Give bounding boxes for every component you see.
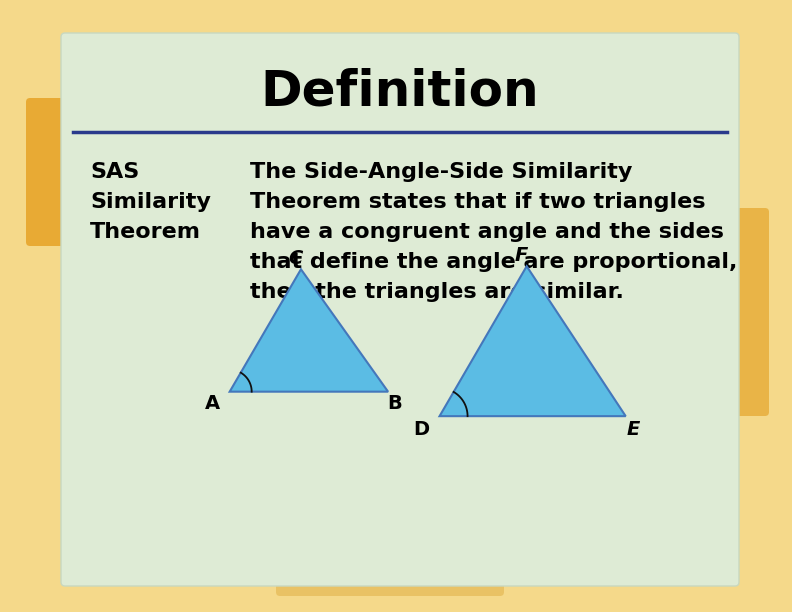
- Text: Theorem states that if two triangles: Theorem states that if two triangles: [250, 192, 706, 212]
- Text: have a congruent angle and the sides: have a congruent angle and the sides: [250, 222, 724, 242]
- Text: B: B: [387, 394, 402, 414]
- Text: D: D: [413, 420, 429, 439]
- Text: that define the angle are proportional,: that define the angle are proportional,: [250, 252, 737, 272]
- Text: A: A: [204, 394, 220, 414]
- FancyBboxPatch shape: [276, 508, 504, 596]
- FancyBboxPatch shape: [61, 33, 739, 586]
- Polygon shape: [230, 269, 388, 392]
- FancyBboxPatch shape: [26, 98, 114, 246]
- Text: Definition: Definition: [261, 68, 539, 116]
- Polygon shape: [440, 266, 626, 416]
- Text: The Side-Angle-Side Similarity: The Side-Angle-Side Similarity: [250, 162, 632, 182]
- Text: Theorem: Theorem: [90, 222, 201, 242]
- Text: E: E: [627, 420, 640, 439]
- Text: F: F: [515, 245, 527, 265]
- Text: C: C: [288, 248, 303, 268]
- Text: SAS: SAS: [90, 162, 139, 182]
- Text: Similarity: Similarity: [90, 192, 211, 212]
- Text: then the triangles are similar.: then the triangles are similar.: [250, 282, 624, 302]
- FancyBboxPatch shape: [696, 208, 769, 416]
